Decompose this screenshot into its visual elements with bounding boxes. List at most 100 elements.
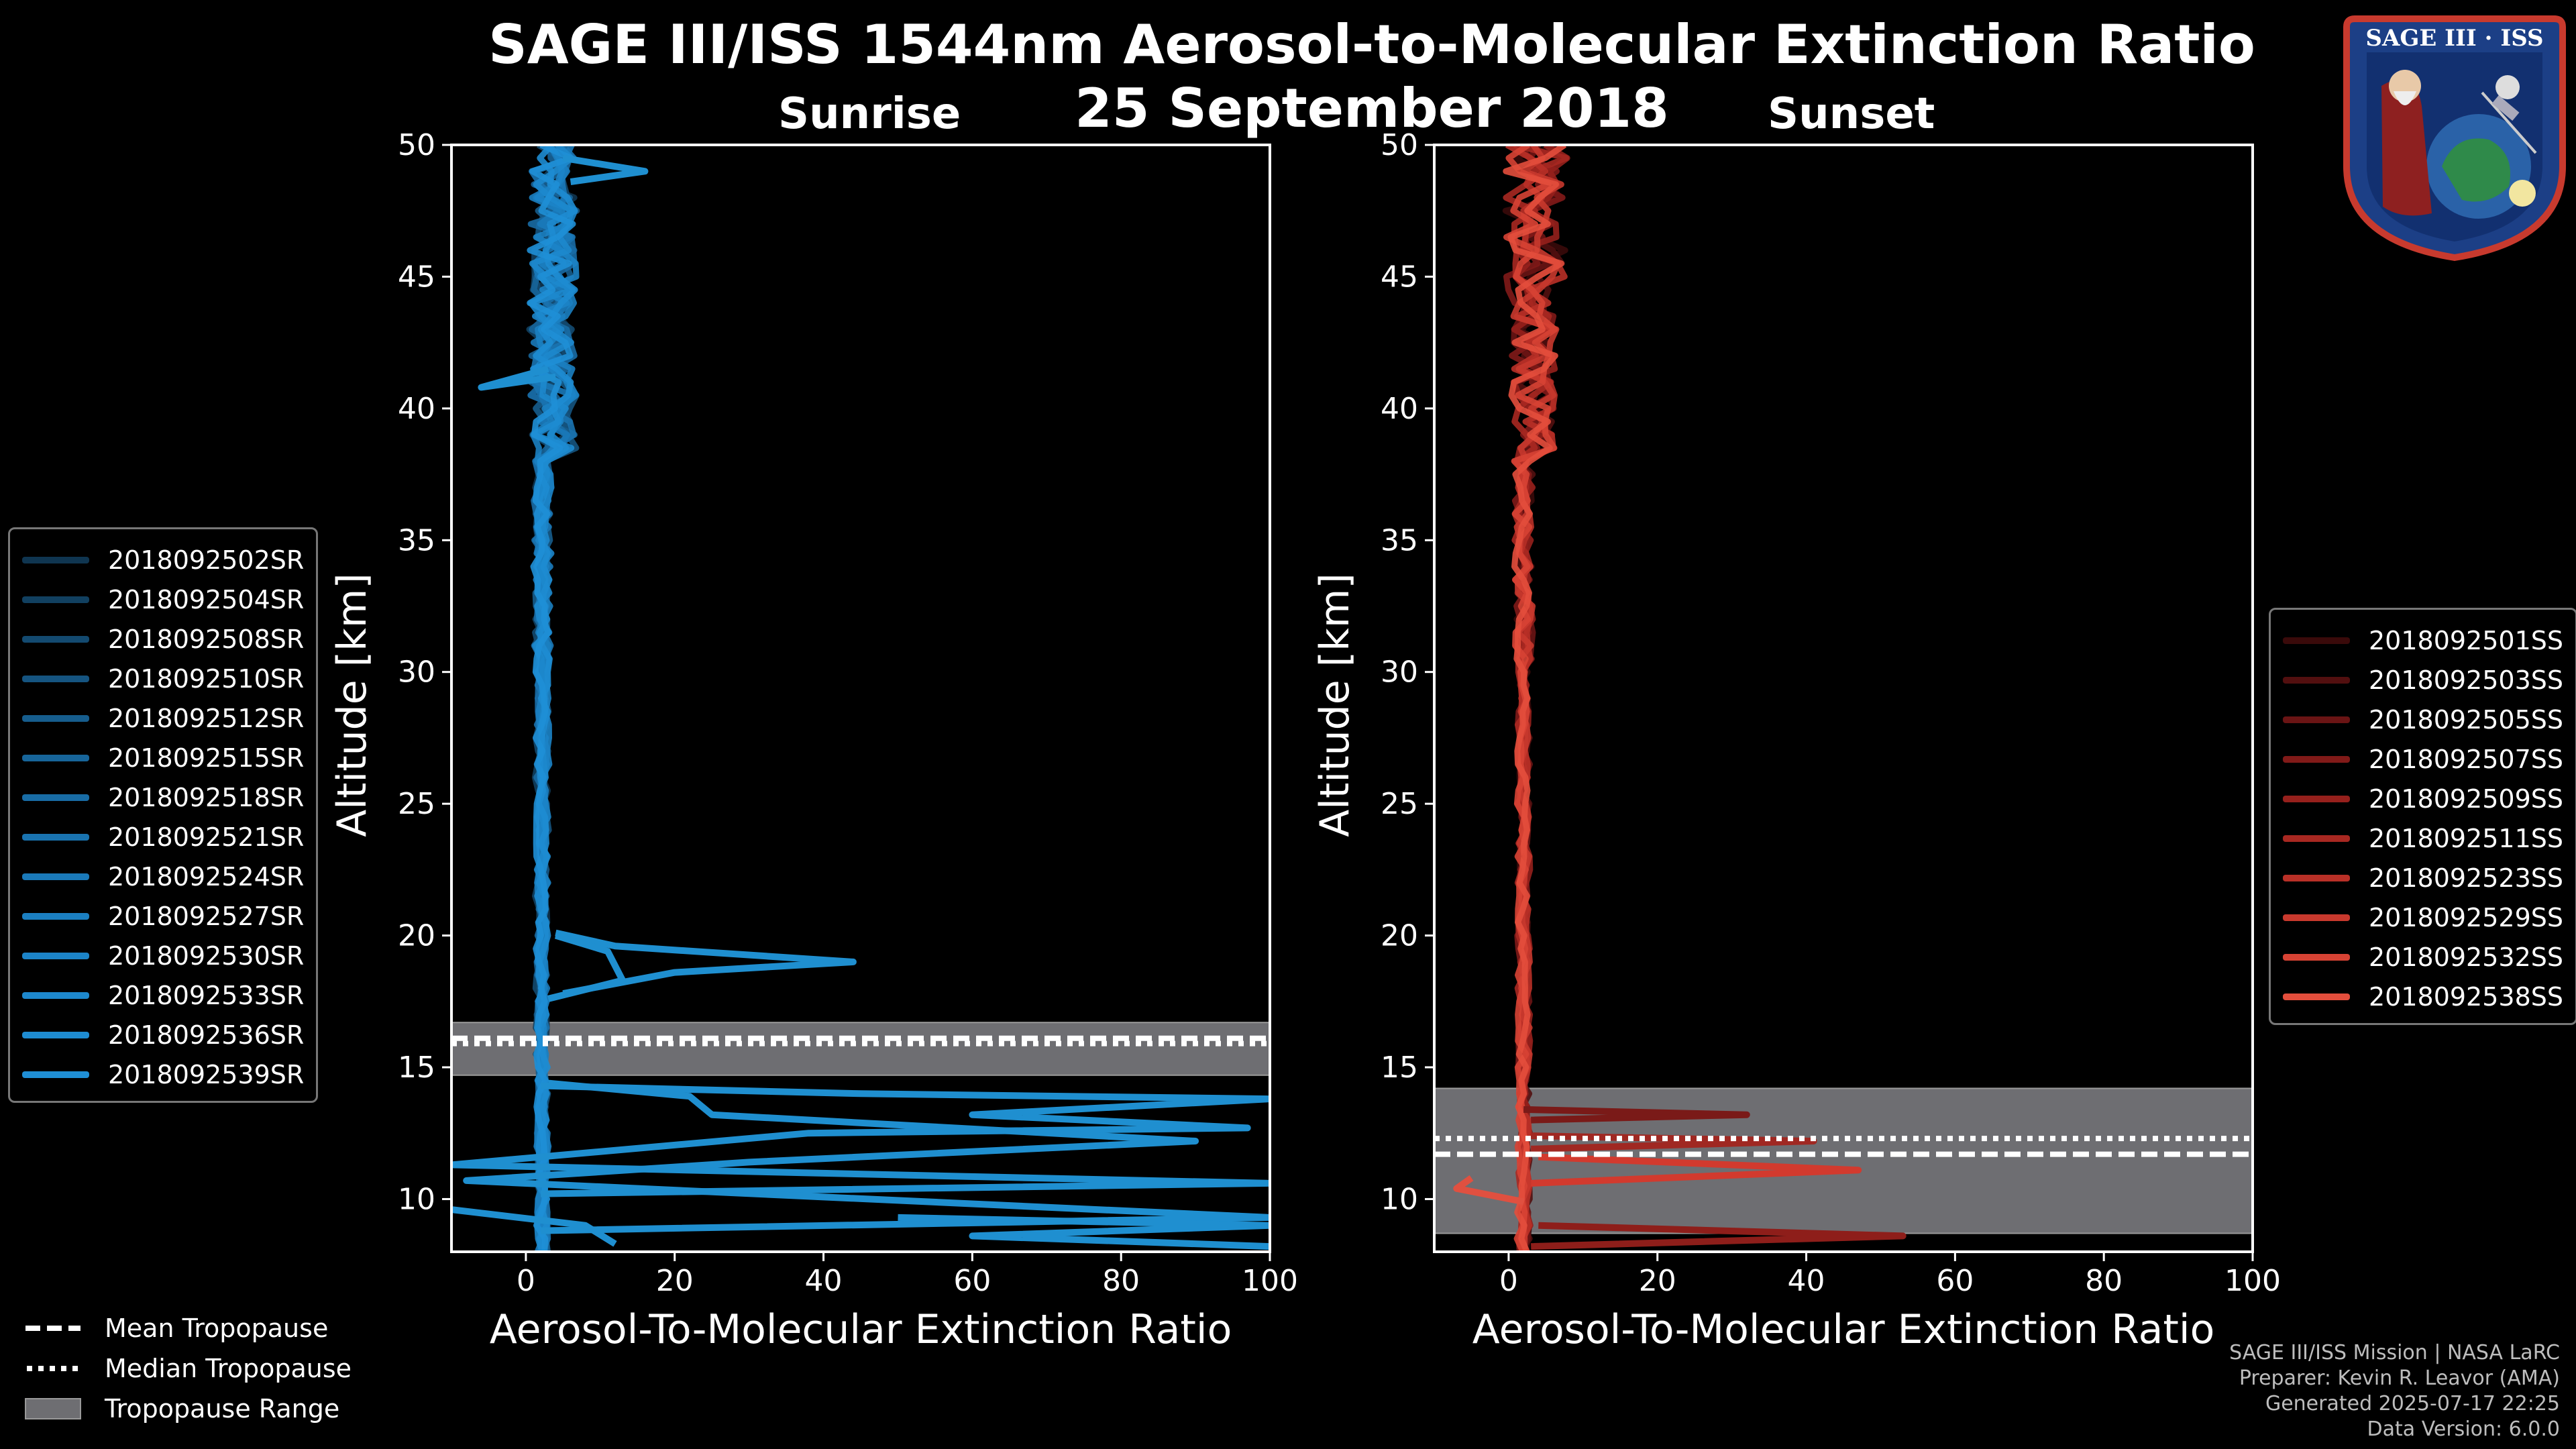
legend-item: 2018092503SS <box>2283 660 2563 700</box>
plot-panel-sunrise: 0 20 40 60 80 100 10 15 20 25 30 35 40 45 50 Aerosol-To… <box>329 128 1298 1353</box>
plot-frame <box>450 144 1271 1253</box>
profile-excursion <box>1453 1175 1525 1205</box>
legend-label: 2018092518SR <box>108 782 305 812</box>
credit-line: Preparer: Kevin R. Leavor (AMA) <box>2239 1366 2560 1390</box>
y-tick-label: 15 <box>398 1051 435 1085</box>
profile-excursion <box>562 154 649 185</box>
legend-item: 2018092529SS <box>2283 898 2563 937</box>
legend-mean-tropopause: Mean Tropopause <box>24 1308 352 1348</box>
y-tick-label: 30 <box>1381 655 1418 690</box>
x-tick-label: 60 <box>953 1264 991 1298</box>
legend-item: 2018092524SR <box>22 857 304 896</box>
legend-item: 2018092527SR <box>22 896 304 936</box>
legend-label: 2018092510SR <box>108 663 305 694</box>
profile-excursion <box>1530 1153 1862 1187</box>
legend-item: 2018092510SR <box>22 659 304 698</box>
legend-item: 2018092509SS <box>2283 779 2563 818</box>
legend-swatch <box>22 675 89 682</box>
sage-iii-iss-mission-logo: SAGE III · ISS <box>2343 15 2566 262</box>
legend-label: 2018092538SS <box>2369 981 2564 1012</box>
tropopause-legend: Mean Tropopause Median Tropopause Tropop… <box>24 1308 352 1429</box>
legend-swatch <box>2283 795 2350 802</box>
legend-item: 2018092504SR <box>22 580 304 619</box>
legend-item: 2018092515SR <box>22 738 304 777</box>
legend-label: 2018092502SR <box>108 545 305 575</box>
y-tick-label: 15 <box>1381 1051 1418 1085</box>
x-axis-label: Aerosol-To-Molecular Extinction Ratio <box>1472 1306 2215 1353</box>
y-tick-label: 35 <box>398 523 435 557</box>
y-tick-label: 10 <box>1381 1182 1418 1216</box>
y-tick-label: 35 <box>1381 523 1418 557</box>
legend-swatch <box>22 873 89 880</box>
legend-median-tropopause: Median Tropopause <box>24 1348 352 1389</box>
legend-swatch <box>2283 716 2350 723</box>
legend-item: 2018092508SR <box>22 619 304 659</box>
legend-label: 2018092515SR <box>108 743 305 773</box>
legend-label: 2018092529SS <box>2369 902 2564 932</box>
legend-label: 2018092507SS <box>2369 744 2564 774</box>
legend-swatch <box>22 596 89 603</box>
x-tick-label: 100 <box>2224 1264 2281 1298</box>
legend-item: 2018092501SS <box>2283 621 2563 660</box>
legend-label: 2018092511SS <box>2369 823 2564 853</box>
profile-line-2018092539SR <box>527 145 576 1252</box>
legend-label: 2018092503SS <box>2369 665 2564 695</box>
profile-excursion <box>478 366 557 391</box>
tropopause-range-band <box>451 1022 1270 1076</box>
chart-date: 25 September 2018 <box>1075 77 1669 140</box>
legend-swatch <box>22 991 89 999</box>
band-swatch-icon <box>25 1398 81 1419</box>
dashed-line-icon <box>25 1326 80 1331</box>
legend-swatch <box>2283 637 2350 644</box>
profile-excursion <box>1531 1222 1907 1250</box>
profile-excursion <box>451 1082 1270 1197</box>
y-axis-label: Altitude [km] <box>329 573 376 837</box>
legend-swatch <box>22 714 89 722</box>
y-tick-label: 50 <box>398 128 435 162</box>
legend-item: 2018092512SR <box>22 698 304 738</box>
y-tick-label: 30 <box>398 655 435 690</box>
legend-swatch <box>2283 914 2350 921</box>
legend-sunset: 2018092501SS 2018092503SS 2018092505SS 2018… <box>2269 608 2576 1025</box>
legend-label: 2018092504SR <box>108 584 305 614</box>
plot-area <box>451 145 1270 1252</box>
legend-swatch <box>22 556 89 564</box>
profile-excursion <box>547 932 627 1002</box>
legend-item: 2018092507SS <box>2283 739 2563 779</box>
chart-title: SAGE III/ISS 1544nm Aerosol-to-Molecular… <box>488 13 2255 76</box>
legend-item: 2018092502SR <box>22 540 304 580</box>
legend-item: 2018092530SR <box>22 936 304 975</box>
legend-label: Mean Tropopause <box>105 1313 329 1343</box>
profile-line-2018092538SS <box>1503 145 1567 1252</box>
legend-item: 2018092505SS <box>2283 700 2563 739</box>
x-tick-label: 80 <box>1102 1264 1140 1298</box>
logo-text: SAGE III · ISS <box>2365 25 2543 52</box>
legend-item: 2018092518SR <box>22 777 304 817</box>
legend-item: 2018092533SR <box>22 975 304 1015</box>
y-tick-label: 20 <box>1381 919 1418 953</box>
y-tick-label: 25 <box>398 787 435 821</box>
legend-swatch <box>2283 874 2350 881</box>
legend-swatch <box>2283 953 2350 961</box>
legend-item: 2018092538SS <box>2283 977 2563 1016</box>
legend-item: 2018092511SS <box>2283 818 2563 858</box>
y-tick-label: 45 <box>398 260 435 294</box>
legend-label: Median Tropopause <box>105 1354 352 1383</box>
x-tick-label: 20 <box>656 1264 694 1298</box>
legend-label: 2018092523SS <box>2369 863 2564 893</box>
x-tick-label: 40 <box>805 1264 843 1298</box>
profile-excursion <box>898 1214 1270 1250</box>
legend-sunrise: 2018092502SR 2018092504SR 2018092508SR 2018… <box>8 527 319 1103</box>
profile-excursion <box>451 1206 617 1247</box>
legend-swatch <box>2283 835 2350 842</box>
legend-label: 2018092527SR <box>108 901 305 931</box>
legend-item: 2018092521SR <box>22 817 304 857</box>
y-tick-label: 45 <box>1381 260 1418 294</box>
legend-label: 2018092512SR <box>108 703 305 733</box>
legend-label: 2018092524SR <box>108 861 305 892</box>
legend-swatch <box>22 1031 89 1038</box>
x-tick-label: 60 <box>1936 1264 1974 1298</box>
credit-line: SAGE III/ISS Mission | NASA LaRC <box>2229 1341 2560 1364</box>
legend-swatch <box>22 1071 89 1078</box>
